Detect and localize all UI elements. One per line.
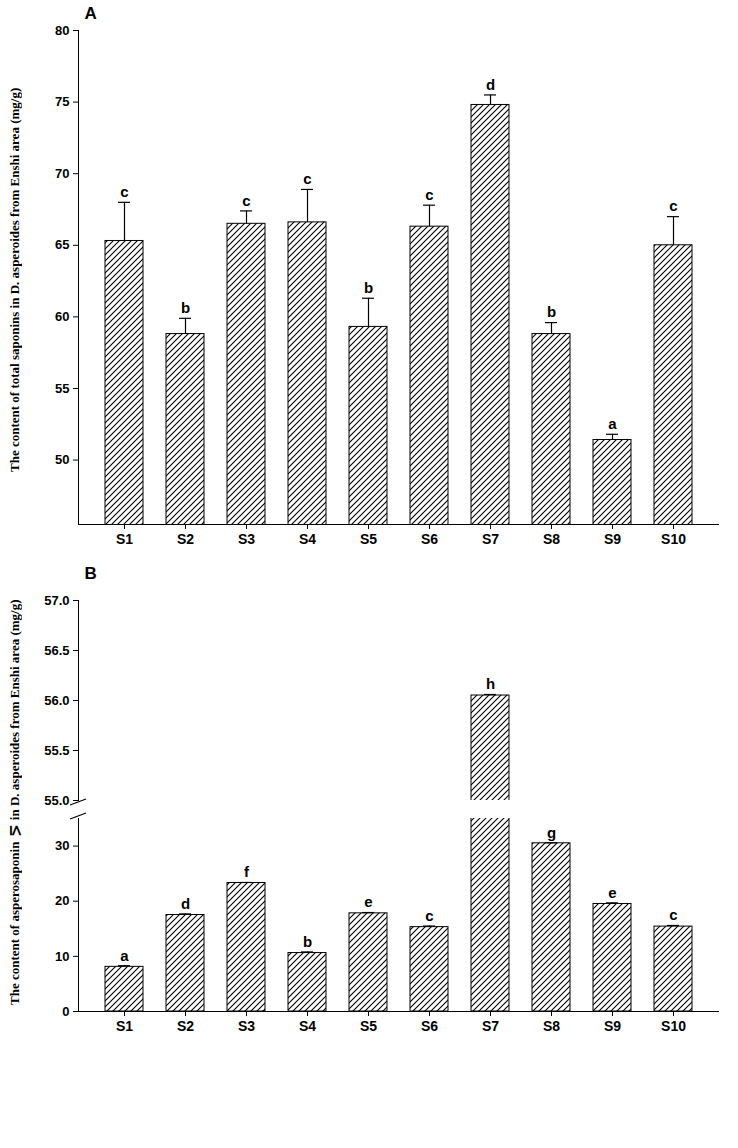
svg-text:S3: S3	[238, 531, 255, 547]
svg-text:a: a	[608, 415, 617, 432]
svg-text:S10: S10	[661, 531, 686, 547]
svg-text:S7: S7	[482, 1018, 499, 1034]
svg-text:S5: S5	[360, 531, 377, 547]
svg-text:S9: S9	[604, 1018, 621, 1034]
svg-text:S5: S5	[360, 1018, 377, 1034]
svg-text:b: b	[303, 933, 312, 950]
svg-text:65: 65	[55, 237, 69, 252]
svg-text:50: 50	[55, 452, 69, 467]
svg-text:S4: S4	[299, 531, 316, 547]
svg-text:S1: S1	[116, 1018, 133, 1034]
svg-text:d: d	[181, 895, 190, 912]
svg-text:c: c	[242, 192, 250, 209]
svg-text:75: 75	[55, 94, 69, 109]
html-text:The content of asperosaponin Ⅵ: The content of asperosaponin Ⅵ in D. asp…	[7, 599, 22, 1006]
svg-text:S4: S4	[299, 1018, 316, 1034]
svg-text:a: a	[120, 947, 129, 964]
svg-text:h: h	[486, 675, 495, 692]
svg-text:S6: S6	[421, 1018, 438, 1034]
svg-text:b: b	[364, 279, 373, 296]
svg-text:c: c	[669, 906, 677, 923]
svg-text:S7: S7	[482, 531, 499, 547]
svg-text:c: c	[120, 183, 128, 200]
svg-text:60: 60	[55, 309, 69, 324]
svg-text:b: b	[181, 299, 190, 316]
svg-text:55.0: 55.0	[44, 793, 69, 808]
svg-text:S3: S3	[238, 1018, 255, 1034]
svg-text:55: 55	[55, 381, 69, 396]
svg-text:b: b	[547, 303, 556, 320]
svg-text:10: 10	[55, 949, 69, 964]
svg-text:80: 80	[55, 23, 69, 38]
svg-text:c: c	[669, 197, 677, 214]
svg-text:S8: S8	[543, 1018, 560, 1034]
svg-text:57.0: 57.0	[44, 593, 69, 608]
svg-text:S10: S10	[661, 1018, 686, 1034]
svg-text:f: f	[244, 863, 250, 880]
svg-text:B: B	[85, 564, 97, 583]
svg-text:d: d	[486, 76, 495, 93]
svg-text:S8: S8	[543, 531, 560, 547]
svg-text:S2: S2	[177, 1018, 194, 1034]
svg-text:20: 20	[55, 893, 69, 908]
svg-text:S1: S1	[116, 531, 133, 547]
svg-text:A: A	[85, 4, 97, 23]
svg-text:e: e	[608, 884, 616, 901]
svg-text:0: 0	[62, 1004, 69, 1019]
svg-text:S2: S2	[177, 531, 194, 547]
html-text:The content of total saponins: The content of total saponins in D. aspe…	[7, 87, 22, 473]
svg-text:c: c	[303, 170, 311, 187]
svg-text:56.5: 56.5	[44, 643, 69, 658]
svg-text:55.5: 55.5	[44, 743, 69, 758]
svg-text:c: c	[425, 186, 433, 203]
svg-text:c: c	[425, 907, 433, 924]
svg-text:S9: S9	[604, 531, 621, 547]
svg-text:e: e	[364, 893, 372, 910]
svg-text:S6: S6	[421, 531, 438, 547]
svg-text:70: 70	[55, 166, 69, 181]
svg-text:56.0: 56.0	[44, 693, 69, 708]
svg-text:g: g	[547, 824, 556, 841]
svg-text:30: 30	[55, 838, 69, 853]
